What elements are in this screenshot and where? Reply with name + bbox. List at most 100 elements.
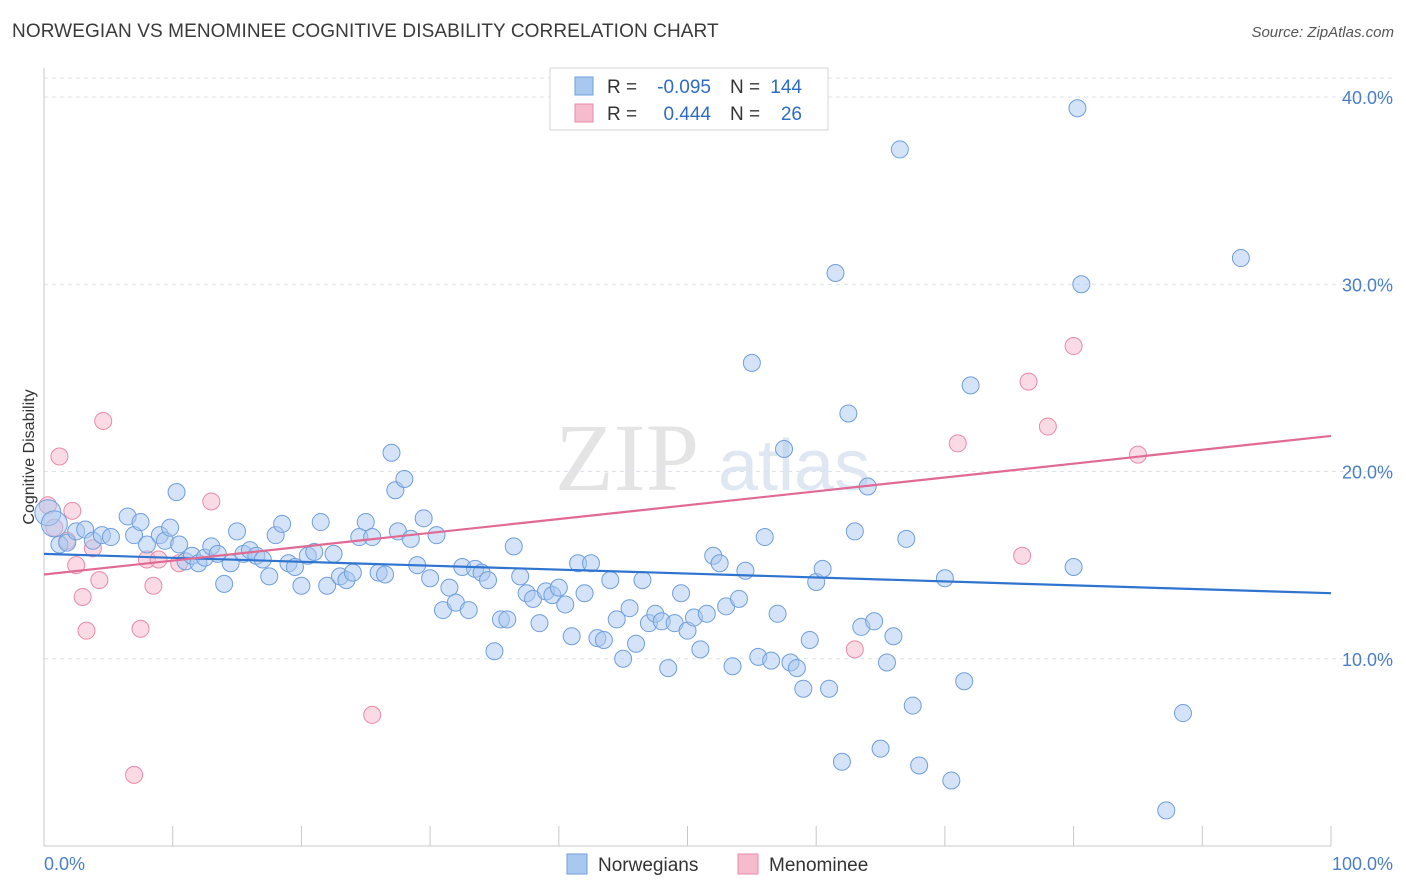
norwegians-point-105 [729,589,748,608]
norwegians-point-100 [697,604,716,623]
norwegians-point-66 [479,571,498,590]
norwegians-point-36 [292,576,311,595]
norwegians-point-132 [903,696,922,715]
menominee-point-21 [1013,546,1032,565]
legend-r-value-norwegians: -0.095 [657,77,711,98]
legend-r-label-menominee: R = [607,104,637,125]
legend-n-value-menominee: 26 [781,104,802,125]
legend-r-label-norwegians: R = [607,77,637,98]
norwegians-point-112 [775,440,794,459]
norwegians-trend-line [43,552,1332,595]
norwegians-point-111 [768,604,787,623]
norwegians-point-57 [421,569,440,588]
norwegians-point-107 [742,353,761,372]
norwegians-point-134 [935,569,954,588]
norwegians-point-90 [633,571,652,590]
norwegians-point-104 [723,657,742,676]
norwegians-point-96 [672,584,691,603]
menominee-point-20 [948,434,967,453]
norwegians-point-126 [865,612,884,631]
bottom-legend-label-norwegians: Norwegians [598,855,698,876]
norwegians-point-129 [884,627,903,646]
norwegians-point-31 [260,567,279,586]
norwegians-point-49 [376,565,395,584]
norwegians-point-12 [137,535,156,554]
norwegians-point-99 [691,640,710,659]
norwegians-point-135 [942,771,961,790]
menominee-trend-line [43,434,1332,576]
y-tick-label-30: 30.0% [1342,275,1393,295]
norwegians-point-140 [1157,801,1176,820]
norwegians-point-81 [575,584,594,603]
norwegians-point-71 [511,567,530,586]
menominee-point-7 [77,621,96,640]
series-legend: Norwegians Menominee [566,853,868,876]
norwegians-point-86 [607,610,626,629]
y-tick-label-20: 20.0% [1342,463,1393,483]
norwegians-point-54 [401,529,420,548]
norwegians-point-40 [318,576,337,595]
norwegians-point-114 [787,659,806,678]
norwegians-point-106 [736,561,755,580]
norwegians-point-17 [170,535,189,554]
norwegians-point-130 [890,140,909,159]
source-label: Source: ZipAtlas.com [1251,24,1394,41]
correlation-legend: R = -0.095 N = 144 R = 0.444 N = 26 [549,67,829,131]
norwegians-point-88 [620,599,639,618]
norwegians-point-137 [961,376,980,395]
norwegians-point-77 [549,578,568,597]
norwegians-point-1 [40,510,68,538]
watermark-zip: ZIP [555,404,699,511]
norwegians-point-26 [228,522,247,541]
norwegians-point-82 [581,554,600,573]
norwegians-point-110 [762,651,781,670]
norwegians-point-63 [459,601,478,620]
norwegians-point-136 [955,672,974,691]
legend-swatch-menominee [574,103,594,123]
menominee-point-9 [90,571,109,590]
norwegians-point-74 [530,614,549,633]
menominee-point-10 [94,411,113,430]
norwegians-point-89 [627,634,646,653]
norwegians-point-133 [910,756,929,775]
menominee-point-22 [1019,372,1038,391]
watermark: ZIP atlas [555,404,870,511]
norwegians-point-39 [311,513,330,532]
norwegians-point-53 [395,469,414,488]
menominee-point-25 [1128,445,1147,464]
norwegians-point-38 [305,543,324,562]
norwegians-point-15 [161,518,180,537]
norwegians-point-87 [614,649,633,668]
menominee-point-15 [149,550,168,569]
norwegians-point-123 [845,522,864,541]
menominee-point-24 [1064,337,1083,356]
y-tick-labels: 10.0% 20.0% 30.0% 40.0% [1342,88,1393,670]
menominee-point-4 [63,501,82,520]
legend-n-value-norwegians: 144 [770,77,802,98]
norwegians-point-44 [343,563,362,582]
norwegians-point-118 [813,559,832,578]
norwegians-point-119 [820,679,839,698]
legend-n-label-norwegians: N = [730,77,760,98]
norwegians-point-127 [871,739,890,758]
norwegians-point-84 [594,631,613,650]
norwegians-point-102 [710,554,729,573]
menominee-point-11 [125,765,144,784]
chart-title: NORWEGIAN VS MENOMINEE COGNITIVE DISABIL… [12,21,719,42]
norwegians-point-8 [101,528,120,547]
norwegians-point-128 [877,653,896,672]
norwegians-point-50 [382,443,401,462]
norwegians-point-116 [800,631,819,650]
norwegians-point-58 [427,526,446,545]
norwegians-point-121 [832,752,851,771]
norwegians-point-131 [897,529,916,548]
legend-n-label-menominee: N = [730,104,760,125]
norwegians-point-47 [363,528,382,547]
menominee-point-6 [73,587,92,606]
y-tick-label-10: 10.0% [1342,650,1393,670]
norwegians-point-33 [273,514,292,533]
norwegians-point-109 [755,528,774,547]
menominee-point-2 [50,447,69,466]
norwegians-point-69 [498,610,517,629]
